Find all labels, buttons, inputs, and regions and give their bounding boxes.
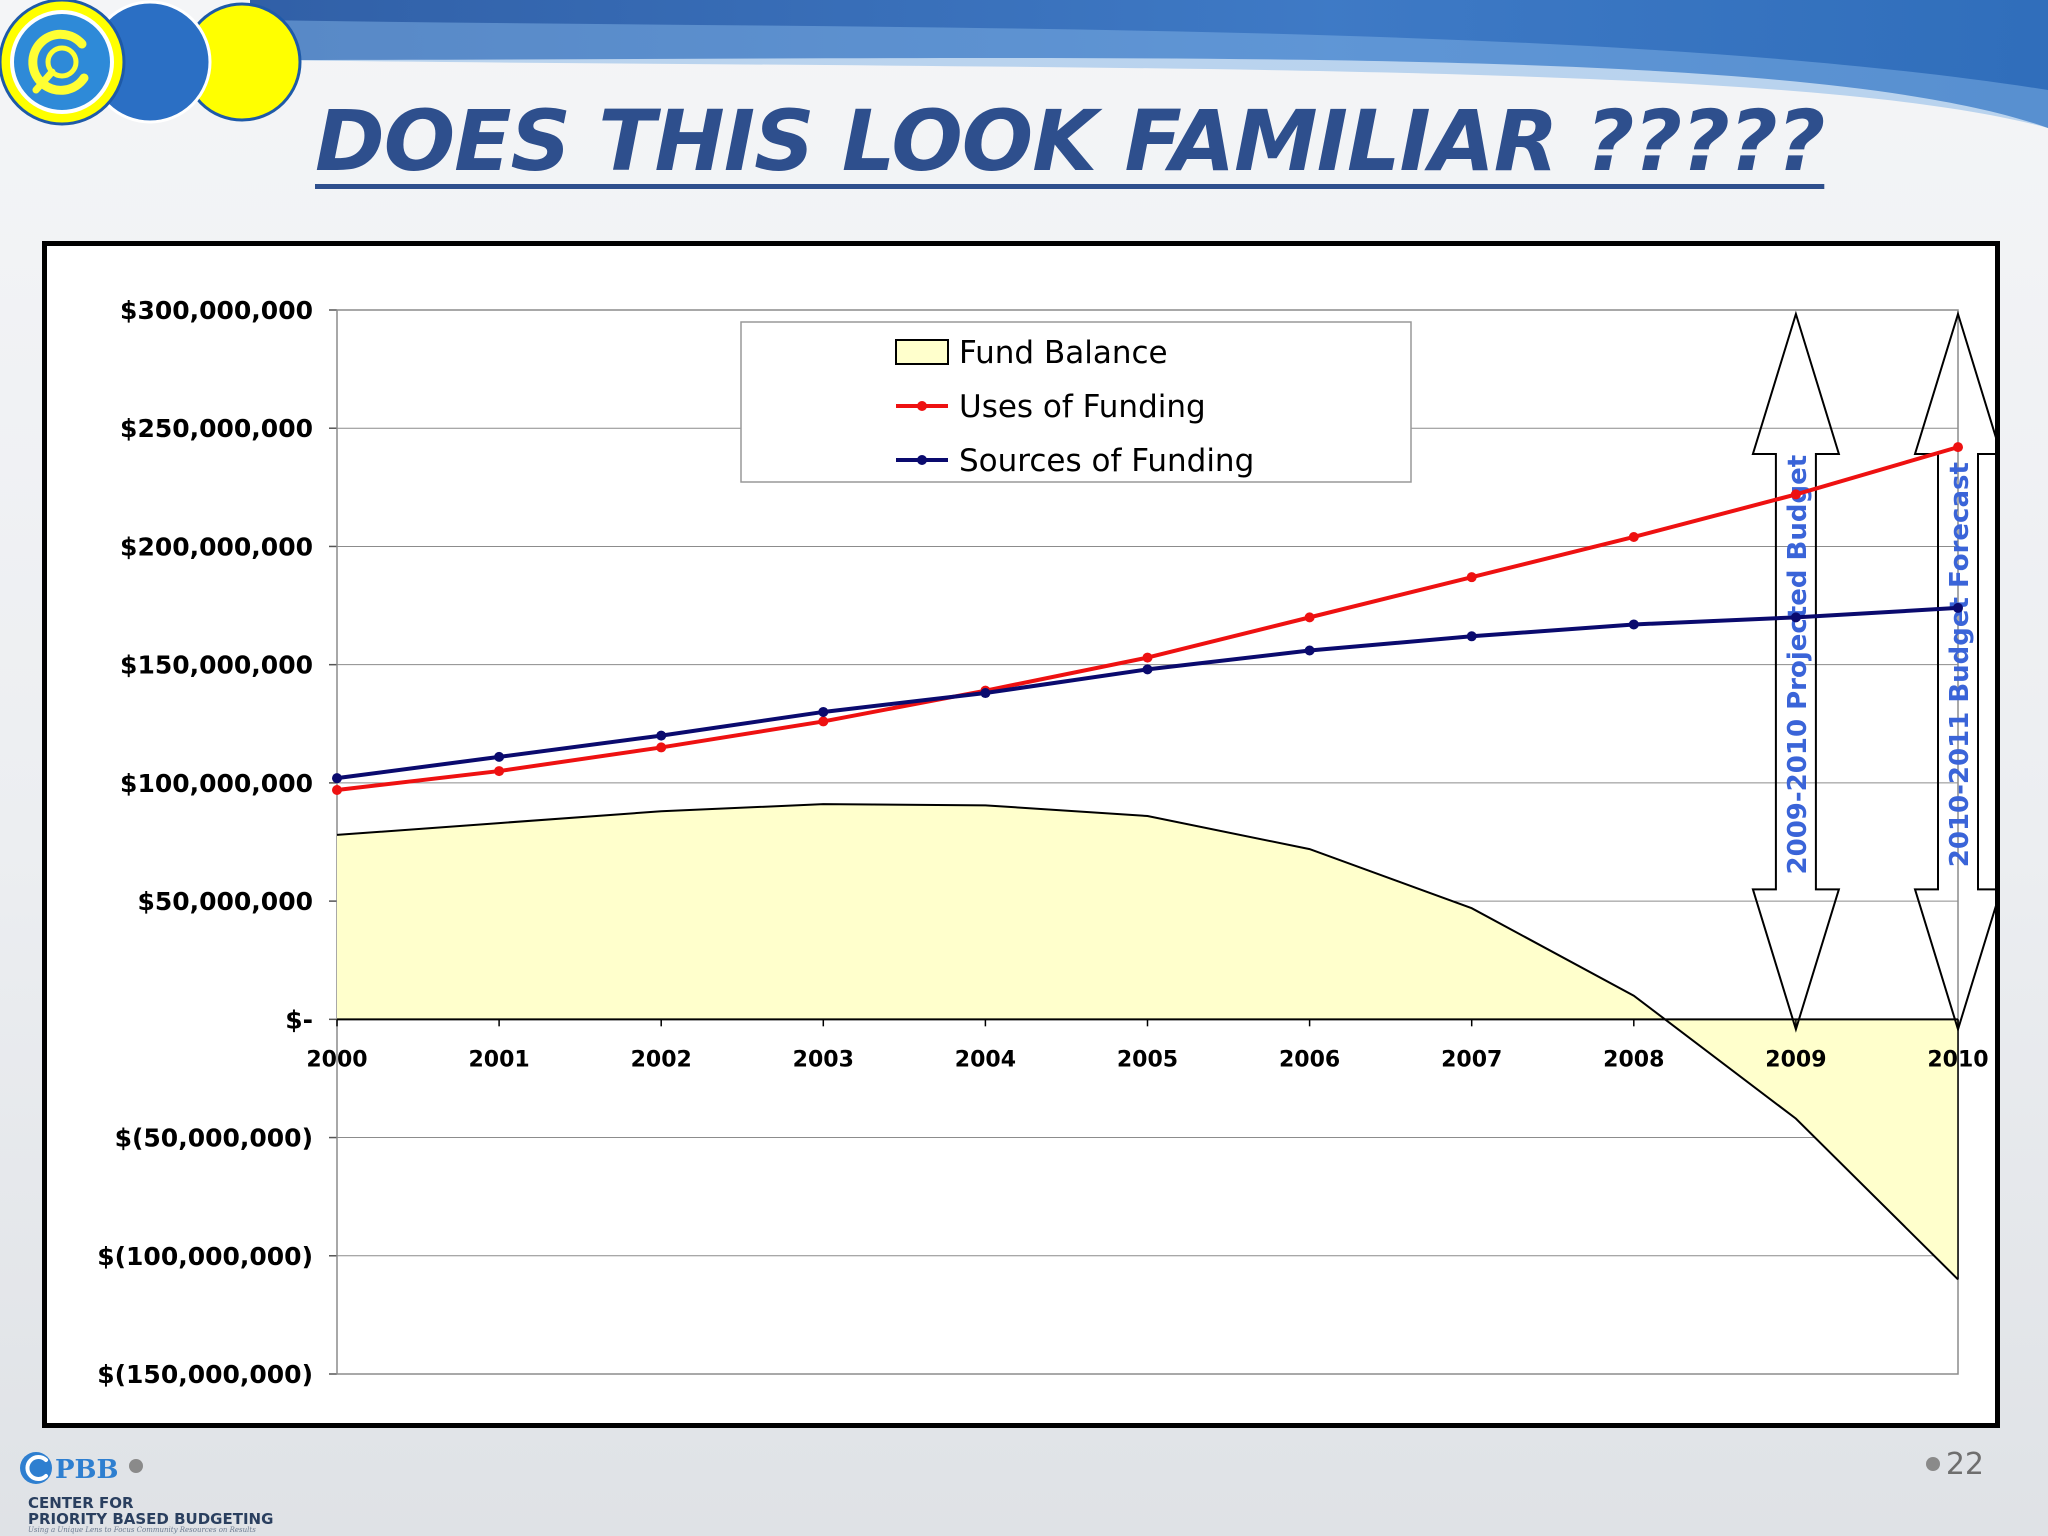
x-tick-label: 2005	[1117, 1047, 1178, 1072]
y-tick-label: $200,000,000	[120, 532, 313, 561]
legend-marker-uses	[917, 401, 927, 411]
y-tick-label: $300,000,000	[120, 296, 313, 325]
x-tick-label: 2002	[631, 1047, 692, 1072]
series-sources-point	[980, 688, 991, 699]
y-tick-label: $50,000,000	[137, 887, 313, 916]
series-sources-point	[1466, 631, 1477, 642]
series-uses-point	[1790, 489, 1801, 500]
series-uses-line	[336, 445, 1959, 792]
logo-circles	[0, 0, 302, 126]
series-sources-point	[1304, 645, 1315, 656]
series-uses-point	[1628, 531, 1639, 542]
series-sources-point	[1790, 612, 1801, 623]
x-tick-label: 2004	[955, 1047, 1016, 1072]
series-uses-point	[818, 716, 829, 727]
series-sources-point	[494, 751, 505, 762]
annotation-label: 2009-2010 Projected Budget	[1783, 455, 1813, 875]
x-tick-label: 2007	[1441, 1047, 1502, 1072]
legend-marker-sources	[917, 455, 927, 465]
series-sources-line	[336, 605, 1959, 781]
page-dot-icon	[1925, 1457, 1940, 1471]
series-sources-point	[1953, 602, 1963, 613]
y-tick-label: $250,000,000	[120, 414, 313, 443]
pbb-name-line2: PRIORITY BASED BUDGETING	[28, 1510, 274, 1528]
series-uses-point	[332, 784, 342, 795]
series-uses-point	[1142, 652, 1153, 663]
legend-label-fund-balance: Fund Balance	[959, 335, 1168, 371]
header-banner	[250, 0, 2048, 128]
double-arrow-2009	[1751, 310, 1841, 1033]
x-tick-label: 2003	[793, 1047, 854, 1072]
y-tick-label: $-	[285, 1005, 313, 1034]
page-number-area: 22	[1925, 1444, 1984, 1484]
x-tick-label: 2000	[306, 1047, 367, 1072]
series-sources-point	[818, 706, 829, 717]
legend-label-uses: Uses of Funding	[959, 389, 1206, 425]
x-tick-label: 2008	[1603, 1047, 1664, 1072]
series-uses-point	[494, 766, 505, 777]
annotation-label: 2010-2011 Budget Forecast	[1945, 462, 1975, 867]
x-tick-label: 2001	[468, 1047, 529, 1072]
series-sources-point	[1142, 664, 1153, 675]
series-sources-point	[1628, 619, 1639, 630]
legend-swatch-fund-balance	[895, 339, 949, 365]
series-uses-point	[1953, 442, 1963, 453]
series-uses-point	[1466, 572, 1477, 583]
y-tick-label: $150,000,000	[120, 651, 313, 680]
pbb-mark-text: PBB	[55, 1455, 119, 1485]
chart-frame: $300,000,000 $250,000,000 $200,000,000 $150…	[42, 241, 2000, 1428]
page-number: 22	[1945, 1446, 1984, 1482]
y-tick-label: $(50,000,000)	[115, 1124, 313, 1153]
legend-box	[740, 321, 1412, 483]
fund-balance-chart: $300,000,000 $250,000,000 $200,000,000 $150…	[97, 296, 1995, 1389]
slide-title: DOES THIS LOOK FAMILIAR ?????	[315, 92, 1825, 190]
y-tick-label: $(150,000,000)	[97, 1360, 313, 1389]
series-sources-point	[332, 773, 342, 784]
legend-label-sources: Sources of Funding	[959, 443, 1254, 479]
series-uses-point	[656, 742, 667, 753]
y-tick-label: $(100,000,000)	[97, 1242, 313, 1271]
pbb-name-line1: CENTER FOR	[28, 1494, 134, 1512]
y-tick-label: $100,000,000	[120, 769, 313, 798]
pbb-logo-mark: PBB	[20, 1452, 143, 1485]
series-uses-point	[1304, 612, 1315, 623]
footer-logo: PBB CENTER FOR PRIORITY BASED BUDGETING …	[18, 1446, 278, 1534]
x-tick-label: 2009	[1765, 1047, 1826, 1072]
magnifier-c-icon	[28, 29, 89, 95]
x-tick-label: 2010	[1927, 1047, 1988, 1072]
x-tick-label: 2006	[1279, 1047, 1340, 1072]
pbb-tagline: Using a Unique Lens to Focus Community R…	[28, 1526, 256, 1534]
series-fund-balance-area	[337, 804, 1958, 1280]
series-fund-balance-line	[336, 803, 1959, 1281]
series-sources-point	[656, 730, 667, 741]
